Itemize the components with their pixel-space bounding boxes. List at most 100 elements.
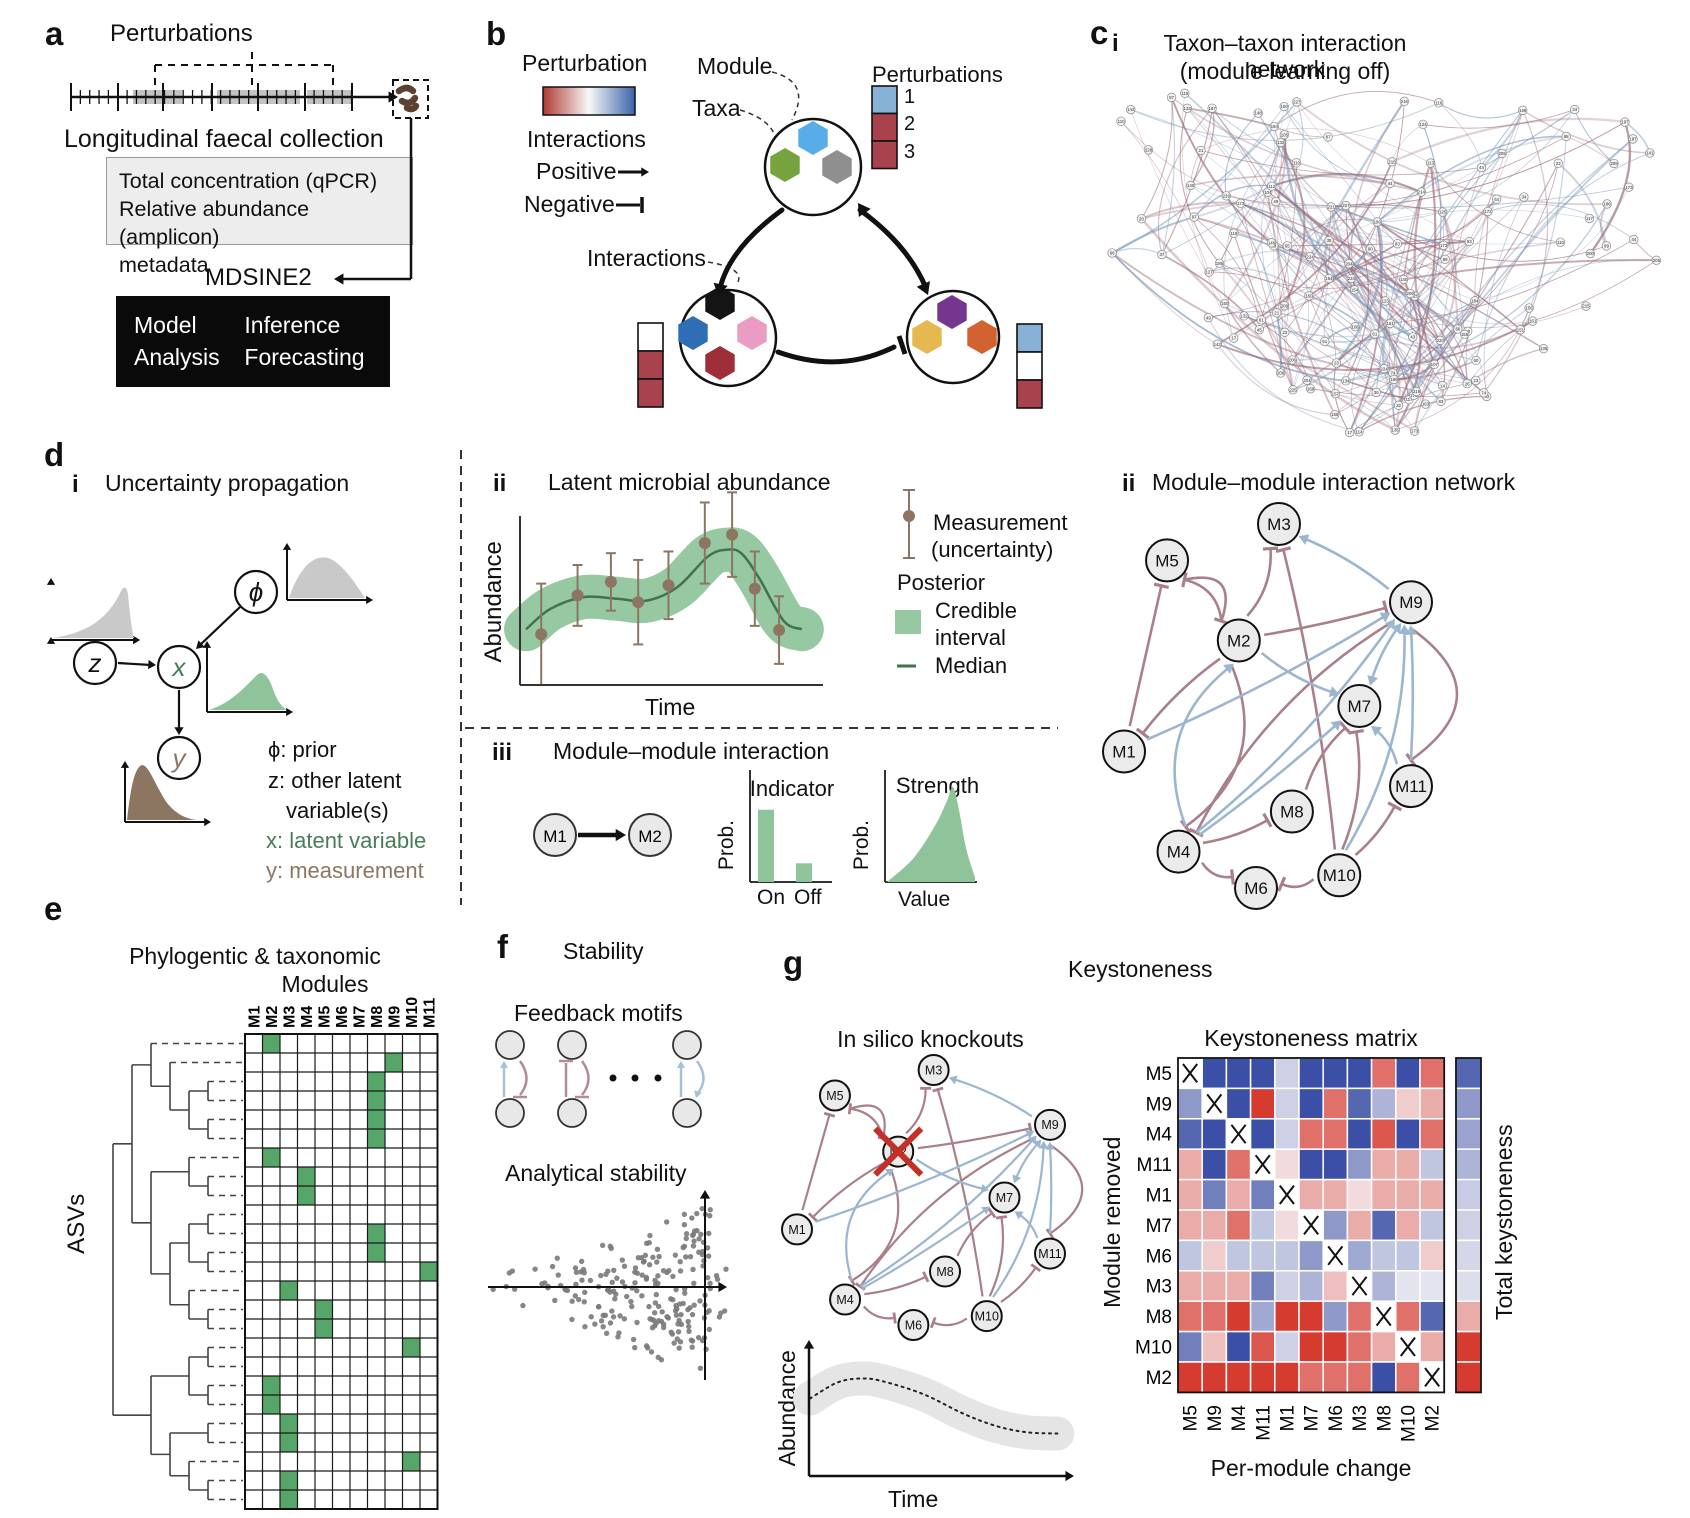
svg-text:M2: M2: [638, 827, 662, 846]
svg-text:227: 227: [1342, 203, 1350, 208]
svg-text:206: 206: [1289, 358, 1297, 363]
phylo-title: Phylogentic & taxonomic: [129, 943, 381, 969]
svg-text:M9: M9: [1041, 1118, 1058, 1132]
svg-text:209: 209: [1406, 291, 1414, 296]
svg-text:M11: M11: [1253, 1405, 1274, 1441]
interactions-callout: Interactions: [587, 245, 706, 271]
svg-text:224: 224: [1348, 276, 1356, 281]
svg-text:204: 204: [1303, 378, 1311, 383]
svg-text:M11: M11: [421, 998, 438, 1028]
svg-text:22: 22: [1556, 161, 1561, 166]
indicator-title: Indicator: [749, 776, 835, 801]
svg-text:157: 157: [1332, 391, 1340, 396]
svg-text:M9: M9: [1399, 593, 1423, 612]
svg-text:M5: M5: [1146, 1064, 1172, 1085]
svg-text:M6: M6: [1146, 1246, 1172, 1267]
svg-text:23: 23: [1282, 330, 1287, 335]
svg-text:184: 184: [1471, 298, 1479, 303]
svg-text:M10: M10: [1399, 1405, 1420, 1442]
svg-text:M11: M11: [1136, 1155, 1172, 1176]
svg-text:117: 117: [1586, 216, 1594, 221]
svg-text:M9: M9: [1205, 1405, 1226, 1431]
svg-text:161: 161: [1386, 321, 1394, 326]
off-label: Off: [794, 886, 822, 909]
svg-text:M7: M7: [351, 1006, 368, 1028]
strength-title: Strength: [895, 773, 980, 798]
latent-abundance-plot: [504, 491, 824, 686]
pert-id: 2: [904, 113, 916, 135]
knockout-abundance-plot: [793, 1340, 1075, 1482]
svg-text:49: 49: [1206, 315, 1211, 320]
svg-text:133: 133: [1184, 106, 1192, 111]
panel-c-i-label: i: [1112, 30, 1119, 57]
svg-text:74: 74: [1481, 390, 1486, 395]
svg-text:228: 228: [1145, 148, 1153, 153]
panel-g-label: g: [783, 944, 804, 981]
svg-text:23: 23: [1334, 361, 1339, 366]
svg-text:17: 17: [1231, 336, 1236, 341]
keystoneness-title: Keystoneness: [1068, 956, 1213, 982]
svg-text:M4: M4: [1167, 843, 1191, 862]
svg-text:z: z: [88, 648, 102, 678]
svg-text:142: 142: [1127, 107, 1135, 112]
panel-b-label: b: [486, 15, 507, 52]
panel-f-label: f: [497, 928, 508, 965]
svg-text:88: 88: [1564, 134, 1569, 139]
svg-text:M1: M1: [246, 1006, 263, 1028]
x-legend: x: latent variable: [266, 828, 427, 853]
svg-text:186: 186: [1216, 261, 1224, 266]
svg-text:186: 186: [1603, 202, 1611, 207]
svg-text:110: 110: [1293, 160, 1301, 165]
graphical-model: z x ϕ y: [46, 543, 373, 827]
svg-text:119: 119: [1181, 91, 1189, 96]
svg-text:44: 44: [1631, 237, 1636, 242]
svg-text:M7: M7: [1302, 1405, 1323, 1431]
svg-text:83: 83: [1395, 241, 1400, 246]
svg-text:M11: M11: [1038, 1247, 1061, 1261]
svg-text:M3: M3: [1267, 515, 1291, 534]
knockout-time-axis: Time: [888, 1486, 939, 1512]
svg-text:M1: M1: [543, 827, 567, 846]
svg-text:156: 156: [1525, 306, 1533, 311]
svg-text:200: 200: [1587, 251, 1595, 256]
svg-text:M8: M8: [1374, 1405, 1395, 1431]
taxon-network-subtitle: (module learning off): [1179, 58, 1391, 84]
panel-c-label: c: [1090, 14, 1109, 51]
svg-text:26: 26: [1465, 381, 1470, 386]
panel-d-iii-label: iii: [492, 739, 513, 766]
svg-text:M4: M4: [1229, 1405, 1250, 1432]
svg-text:113: 113: [1427, 161, 1435, 166]
svg-text:61: 61: [1259, 317, 1264, 322]
perturbations-title: Perturbations: [110, 20, 253, 47]
svg-text:216: 216: [1401, 99, 1409, 104]
svg-text:44: 44: [1388, 181, 1393, 186]
svg-text:61: 61: [1372, 332, 1377, 337]
data-line: metadata: [119, 253, 209, 277]
svg-text:M1: M1: [1112, 742, 1136, 761]
svg-text:107: 107: [1431, 362, 1439, 367]
svg-text:99: 99: [1604, 244, 1609, 249]
modules-title: Modules: [281, 971, 369, 997]
svg-text:35: 35: [1327, 238, 1332, 243]
taxon-network-title: Taxon–taxon interaction network: [1163, 30, 1407, 83]
svg-text:M3: M3: [925, 1063, 942, 1077]
svg-text:M10: M10: [975, 1309, 999, 1323]
svg-text:M5: M5: [1155, 551, 1179, 570]
z-legend-2: variable(s): [286, 798, 389, 823]
svg-text:M6: M6: [1244, 879, 1268, 898]
svg-text:169: 169: [1519, 108, 1527, 113]
svg-text:127: 127: [1205, 270, 1213, 275]
svg-text:173: 173: [1440, 243, 1448, 248]
module-network-title: Module–module interaction network: [1152, 469, 1516, 495]
svg-text:66: 66: [1455, 327, 1460, 332]
svg-text:227: 227: [1293, 100, 1301, 105]
svg-text:210: 210: [1388, 159, 1396, 164]
svg-text:132: 132: [1240, 313, 1248, 318]
module-module-network: M3 M5 M9 M2 M7 M1 M11 M8 M4 M10 M6: [1102, 502, 1459, 910]
feature: Forecasting: [244, 344, 365, 371]
svg-text:108: 108: [1352, 324, 1360, 329]
svg-text:M4: M4: [1146, 1125, 1173, 1146]
svg-text:114: 114: [1356, 429, 1364, 434]
svg-text:37: 37: [1160, 252, 1165, 257]
